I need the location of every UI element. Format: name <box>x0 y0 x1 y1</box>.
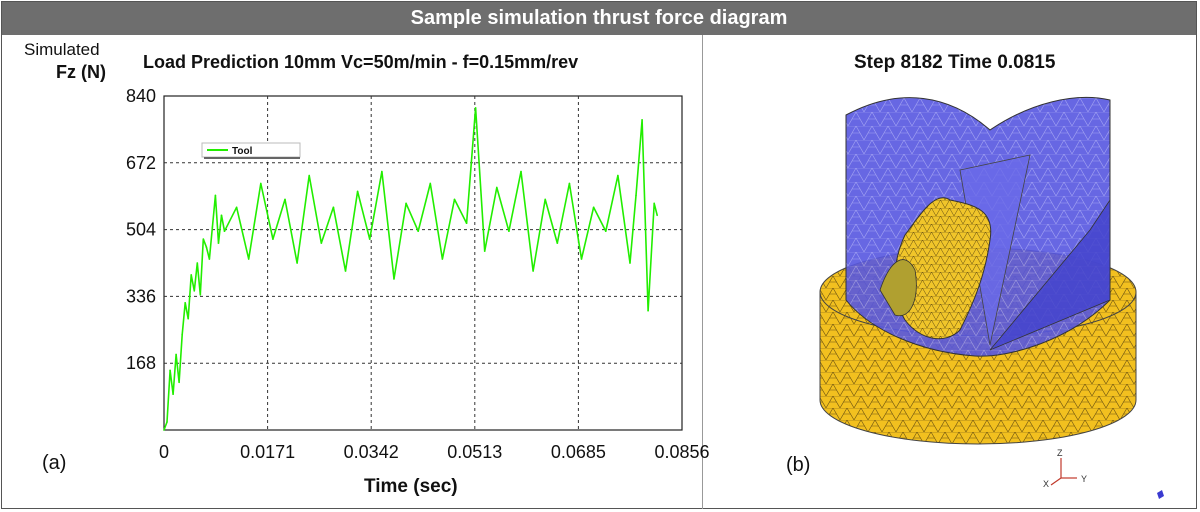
x-tick-label: 0.0856 <box>654 442 709 462</box>
y-axis-label-line2: Fz (N) <box>56 62 106 82</box>
series-point <box>308 174 311 177</box>
y-axis-label-line1: Simulated <box>24 40 100 59</box>
series-point <box>272 238 274 240</box>
series-point <box>641 119 643 121</box>
series-point <box>172 393 174 396</box>
triad-y-label: Y <box>1081 474 1087 484</box>
x-axis-label: Time (sec) <box>364 476 458 497</box>
x-tick-label: 0.0342 <box>344 442 399 462</box>
series-point <box>223 230 226 232</box>
series-point <box>381 170 383 173</box>
triad-z-label: Z <box>1057 448 1063 458</box>
series-point <box>205 246 208 248</box>
series-point <box>580 258 583 260</box>
y-tick-label: 336 <box>126 286 156 306</box>
panel-label-b: (b) <box>786 454 811 476</box>
series-point <box>344 270 347 272</box>
series-point <box>190 274 193 276</box>
triad-x-label: X <box>1043 479 1049 489</box>
corner-mark-icon <box>1157 490 1164 499</box>
series-point <box>163 429 165 431</box>
series-point <box>220 214 223 217</box>
series-point <box>169 369 171 372</box>
panel-label-a: (a) <box>42 452 67 474</box>
banner-title: Sample simulation thrust force diagram <box>2 2 1196 35</box>
series-point <box>604 230 607 232</box>
series-point <box>483 250 486 252</box>
series-point <box>393 278 395 280</box>
y-tick-label: 672 <box>126 153 156 173</box>
series-point <box>332 206 335 209</box>
series-point <box>235 206 238 209</box>
series-point <box>184 301 186 304</box>
series-point <box>635 194 637 197</box>
series-point <box>508 230 510 232</box>
series-point <box>208 258 211 260</box>
series-point <box>532 270 534 272</box>
series-point <box>181 333 183 336</box>
series-point <box>617 174 619 177</box>
series-point <box>629 262 631 264</box>
series-point <box>647 309 649 312</box>
series-point <box>193 290 196 292</box>
series-point <box>496 186 498 189</box>
panel-divider <box>702 35 703 509</box>
y-tick-label: 504 <box>126 220 156 240</box>
series-point <box>474 107 477 109</box>
series-point <box>441 258 444 260</box>
x-tick-label: 0.0685 <box>551 442 606 462</box>
legend-label: Tool <box>232 146 253 157</box>
x-tick-label: 0.0171 <box>240 442 295 462</box>
series-point <box>405 202 407 205</box>
series-point <box>320 242 323 244</box>
series-point <box>217 242 220 244</box>
series-point <box>653 202 655 205</box>
series-point <box>556 242 559 244</box>
y-tick-label: 168 <box>126 353 156 373</box>
x-tick-label: 0 <box>159 442 169 462</box>
series-point <box>211 226 214 229</box>
series-point <box>520 170 522 173</box>
axes-triad-icon: Z Y X <box>1043 448 1087 489</box>
series-point <box>465 222 468 225</box>
series-point <box>187 317 190 320</box>
y-tick-label: 840 <box>126 86 156 106</box>
series-point <box>429 182 432 185</box>
series-point <box>175 353 177 356</box>
series-point <box>417 230 419 232</box>
series-point <box>178 381 180 384</box>
series-point <box>199 294 202 296</box>
series-line-tool <box>163 107 658 431</box>
series-point <box>196 262 199 264</box>
series-point <box>453 198 456 201</box>
simulation-step-title: Step 8182 Time 0.0815 <box>854 52 1056 73</box>
series-point <box>202 238 205 240</box>
series-point <box>214 194 217 197</box>
series-point <box>356 190 359 193</box>
series-point <box>656 214 658 217</box>
series-point <box>247 258 250 260</box>
x-tick-label: 0.0513 <box>447 442 502 462</box>
series-point <box>284 198 286 201</box>
chart-title: Load Prediction 10mm Vc=50m/min - f=0.15… <box>143 52 579 72</box>
series-point <box>260 182 262 185</box>
series-point <box>296 262 298 264</box>
series-point <box>544 198 547 201</box>
series-point <box>568 182 571 185</box>
series-point <box>368 238 371 240</box>
series-point <box>592 206 595 209</box>
chip-formation <box>879 197 992 340</box>
series-point <box>166 421 168 423</box>
